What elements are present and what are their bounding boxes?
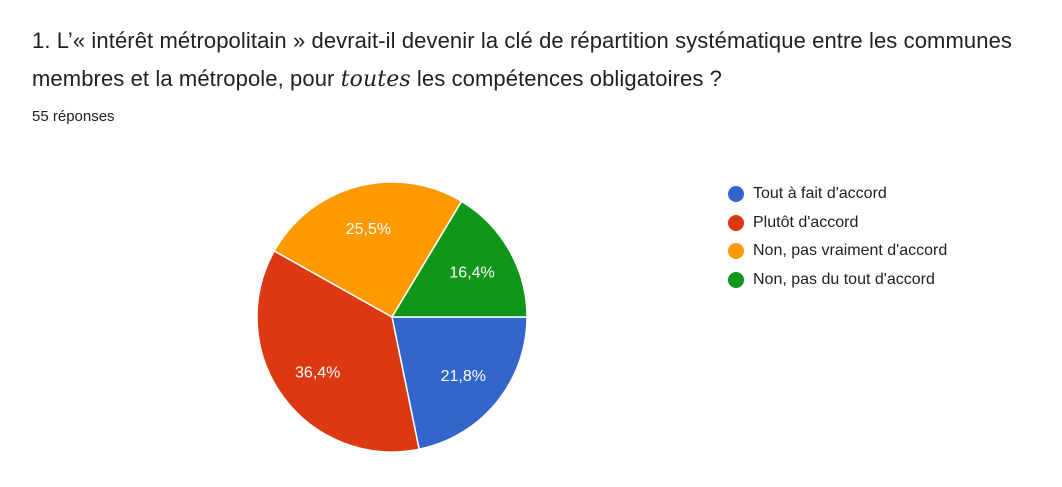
pie-slice-2[interactable] xyxy=(273,181,463,319)
slice-data-label-0: 21,8% xyxy=(441,368,486,385)
question-text-suffix: les compétences obligatoires ? xyxy=(410,66,722,91)
legend-label: Non, pas vraiment d'accord xyxy=(753,242,948,260)
legend-swatch-icon xyxy=(728,186,744,203)
slice-data-label-1: 36,4% xyxy=(295,364,340,381)
legend-item-0[interactable]: Tout à fait d'accord xyxy=(728,180,947,209)
legend-label: Tout à fait d'accord xyxy=(753,185,887,203)
pie-slice-3[interactable] xyxy=(390,200,528,318)
legend-item-2[interactable]: Non, pas vraiment d'accord xyxy=(728,237,947,266)
slice-data-label-2: 25,5% xyxy=(346,221,391,238)
pie-slice-1[interactable] xyxy=(256,249,421,453)
legend-swatch-icon xyxy=(728,271,744,288)
legend-item-3[interactable]: Non, pas du tout d'accord xyxy=(728,266,947,295)
question-text-emphasis: toutes xyxy=(340,67,411,92)
slice-data-label-3: 16,4% xyxy=(449,265,494,282)
legend-item-1[interactable]: Plutôt d'accord xyxy=(728,209,947,238)
question-title: 1. L’« intérêt métropolitain » devrait-i… xyxy=(32,22,1032,99)
legend-label: Non, pas du tout d'accord xyxy=(753,270,935,288)
legend-swatch-icon xyxy=(728,243,744,260)
pie-slice-0[interactable] xyxy=(391,316,528,451)
chart-legend: Tout à fait d'accord Plutôt d'accord Non, … xyxy=(728,180,947,294)
question-text-prefix: 1. L’« intérêt métropolitain » devrait-i… xyxy=(32,28,1013,91)
response-count: 55 réponses xyxy=(32,108,115,125)
legend-label: Plutôt d'accord xyxy=(753,213,859,231)
legend-swatch-icon xyxy=(728,214,744,231)
